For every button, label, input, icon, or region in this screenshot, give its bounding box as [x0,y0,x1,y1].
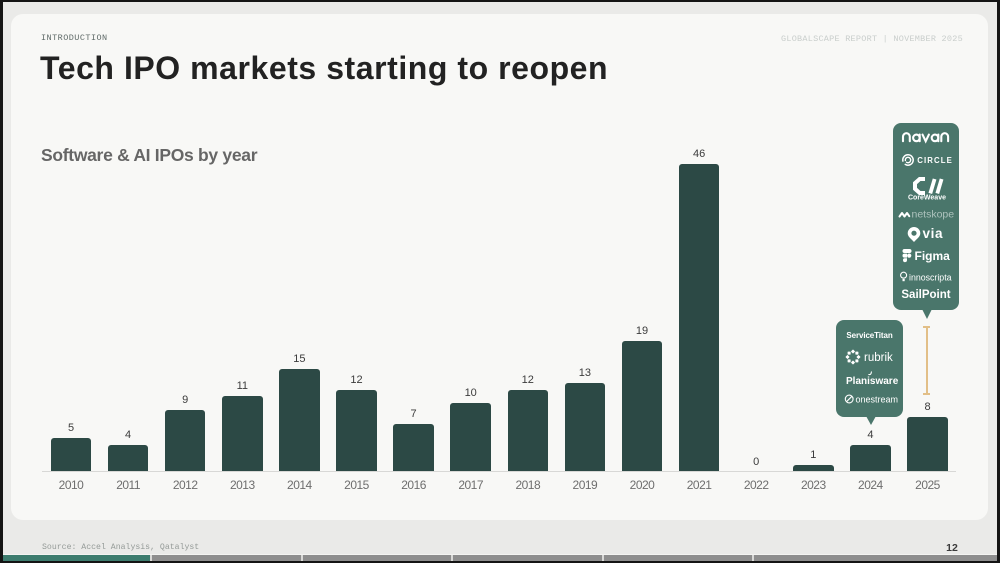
svg-text:via: via [923,226,944,241]
svg-text:rubrik: rubrik [864,352,893,364]
svg-text:innoscripta: innoscripta [909,273,952,283]
svg-text:onestream: onestream [855,395,898,405]
svg-text:Figma: Figma [915,249,951,263]
svg-text:netskope: netskope [912,209,955,221]
svg-text:CIRCLE: CIRCLE [917,156,953,165]
svg-text:Planisware: Planisware [846,376,899,387]
svg-text:CoreWeave: CoreWeave [908,195,946,202]
